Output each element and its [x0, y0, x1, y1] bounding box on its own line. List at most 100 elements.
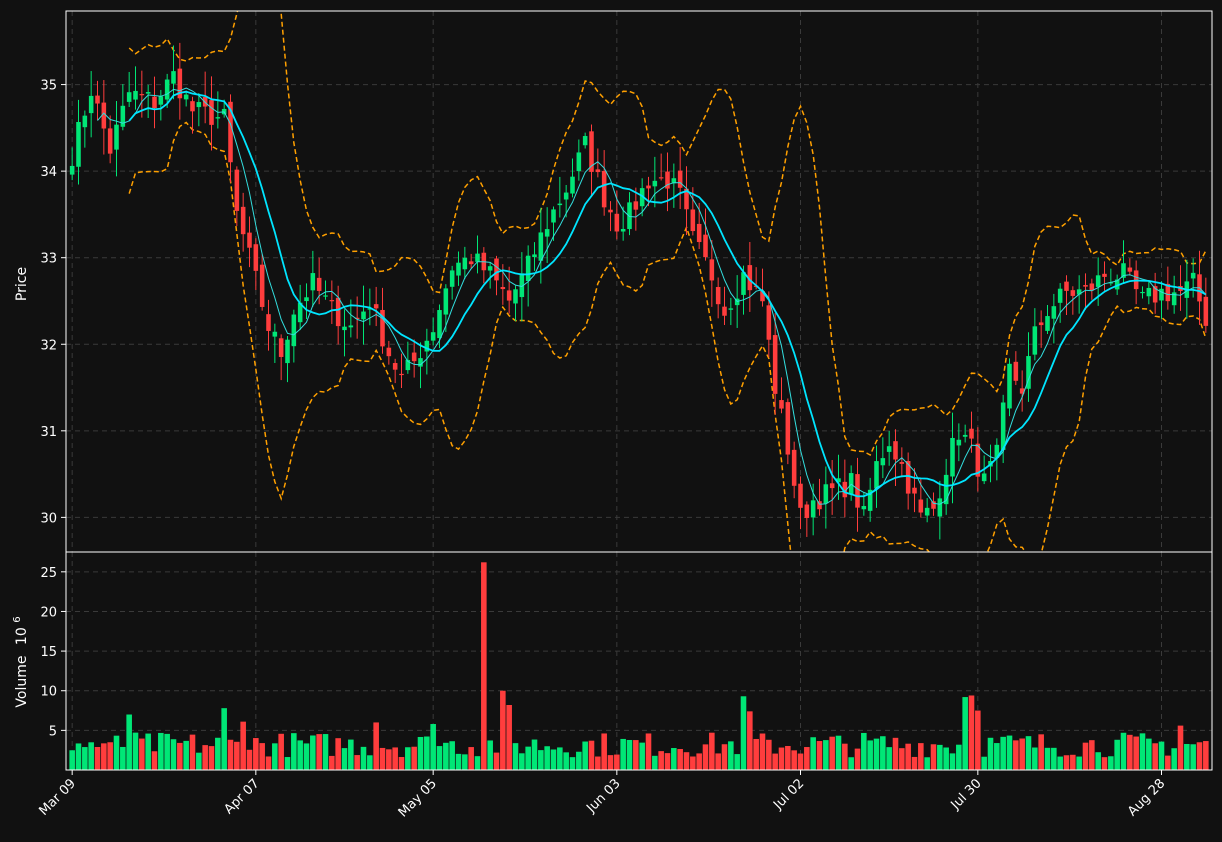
volume-bar [310, 735, 316, 770]
candle-body [969, 428, 974, 439]
volume-bar [221, 708, 227, 770]
bollinger-bands [128, 11, 1207, 552]
volume-bar [861, 732, 867, 770]
volume-bar [272, 743, 278, 770]
candle-body [658, 177, 664, 179]
volume-bar [519, 753, 525, 770]
volume-bar [322, 734, 329, 770]
candle-body [627, 202, 632, 230]
price-axis-label: Price [14, 267, 30, 301]
volume-bar [664, 753, 671, 770]
price-tick-label: 33 [40, 252, 57, 267]
volume-bar [500, 690, 506, 770]
candle-body [1032, 326, 1038, 355]
volume-bar [493, 752, 500, 770]
volume-bar [943, 747, 949, 770]
volume-bar [1108, 756, 1114, 770]
candle-body [487, 266, 493, 271]
volume-bar [139, 738, 145, 770]
candle-body [1000, 402, 1006, 450]
volume-bar [1165, 755, 1171, 770]
candle-body [190, 101, 195, 112]
volume-bar [183, 740, 189, 770]
volume-bar [1146, 738, 1152, 770]
volume-bar [474, 756, 481, 770]
candle-body [1070, 290, 1076, 296]
candle-body [1095, 275, 1101, 287]
volume-bar [253, 738, 259, 770]
volume-bar [994, 743, 1000, 770]
candle-body [342, 326, 347, 331]
price-tick-label: 32 [40, 338, 57, 353]
volume-bar [215, 737, 221, 770]
candle-body [582, 136, 588, 146]
candle-body [772, 335, 778, 394]
candle-body [76, 121, 81, 167]
candle-body [842, 481, 848, 498]
candle-body [918, 499, 924, 513]
candle-body [1038, 322, 1044, 326]
volume-bar [873, 738, 880, 770]
candle-body [443, 288, 449, 315]
candle-body [741, 272, 746, 295]
candle-body [544, 229, 550, 237]
volume-bar [968, 695, 975, 770]
candle-body [139, 94, 145, 96]
candle-body [177, 68, 183, 99]
candle-body [494, 258, 499, 281]
volume-bar [386, 749, 392, 770]
price-y-ticks: 30 31 32 33 34 35 [40, 79, 66, 526]
candle-body [766, 305, 772, 340]
volume-bar [164, 733, 170, 770]
volume-bar [487, 740, 493, 770]
candle-body [310, 273, 316, 291]
volume-bar [525, 746, 531, 770]
volume-bar [94, 746, 101, 770]
candle-body [747, 265, 753, 291]
volume-bar [747, 711, 753, 770]
volume-bar [823, 740, 829, 770]
volume-bar [436, 746, 443, 770]
volume-bar [956, 744, 962, 770]
volume-bar [987, 737, 994, 770]
volume-bar [291, 733, 297, 770]
candle-body [1083, 285, 1088, 287]
candle-body [101, 102, 107, 129]
candle-body [335, 297, 341, 327]
moving-average-lines [97, 87, 1207, 505]
volume-bar [1006, 735, 1013, 770]
candle-body [82, 115, 88, 128]
volume-bar [1019, 738, 1025, 770]
volume-bar [690, 756, 696, 770]
volume-bar [677, 749, 683, 770]
volume-bar [740, 696, 747, 770]
volume-y-ticks: 5 10 15 20 25 [40, 566, 66, 739]
candle-body [551, 209, 556, 223]
candle-body [703, 234, 708, 258]
volume-bar [284, 757, 291, 770]
price-tick-label: 34 [40, 165, 57, 180]
candle-body [354, 317, 360, 319]
candle-body [437, 310, 442, 339]
candle-body [126, 92, 132, 102]
volume-bar [1063, 755, 1070, 770]
volume-bar [1152, 743, 1158, 770]
volume-bar [633, 740, 639, 770]
candle-body [823, 484, 829, 504]
candle-body [462, 257, 468, 270]
candle-body [899, 462, 905, 464]
candle-body [519, 273, 525, 298]
sma-fast-line [97, 87, 1207, 505]
candle-body [114, 124, 119, 150]
volume-bar [449, 741, 455, 770]
volume-bar [772, 753, 778, 770]
volume-bar [696, 753, 702, 770]
volume-bar [145, 733, 151, 770]
candle-body [576, 152, 582, 172]
candle-body [411, 352, 417, 362]
volume-axis-label: Volume 10 6 [12, 616, 30, 707]
candle-body [760, 291, 765, 302]
candle-body [874, 461, 879, 489]
candle-body [652, 180, 658, 187]
candle-body [1019, 388, 1025, 394]
